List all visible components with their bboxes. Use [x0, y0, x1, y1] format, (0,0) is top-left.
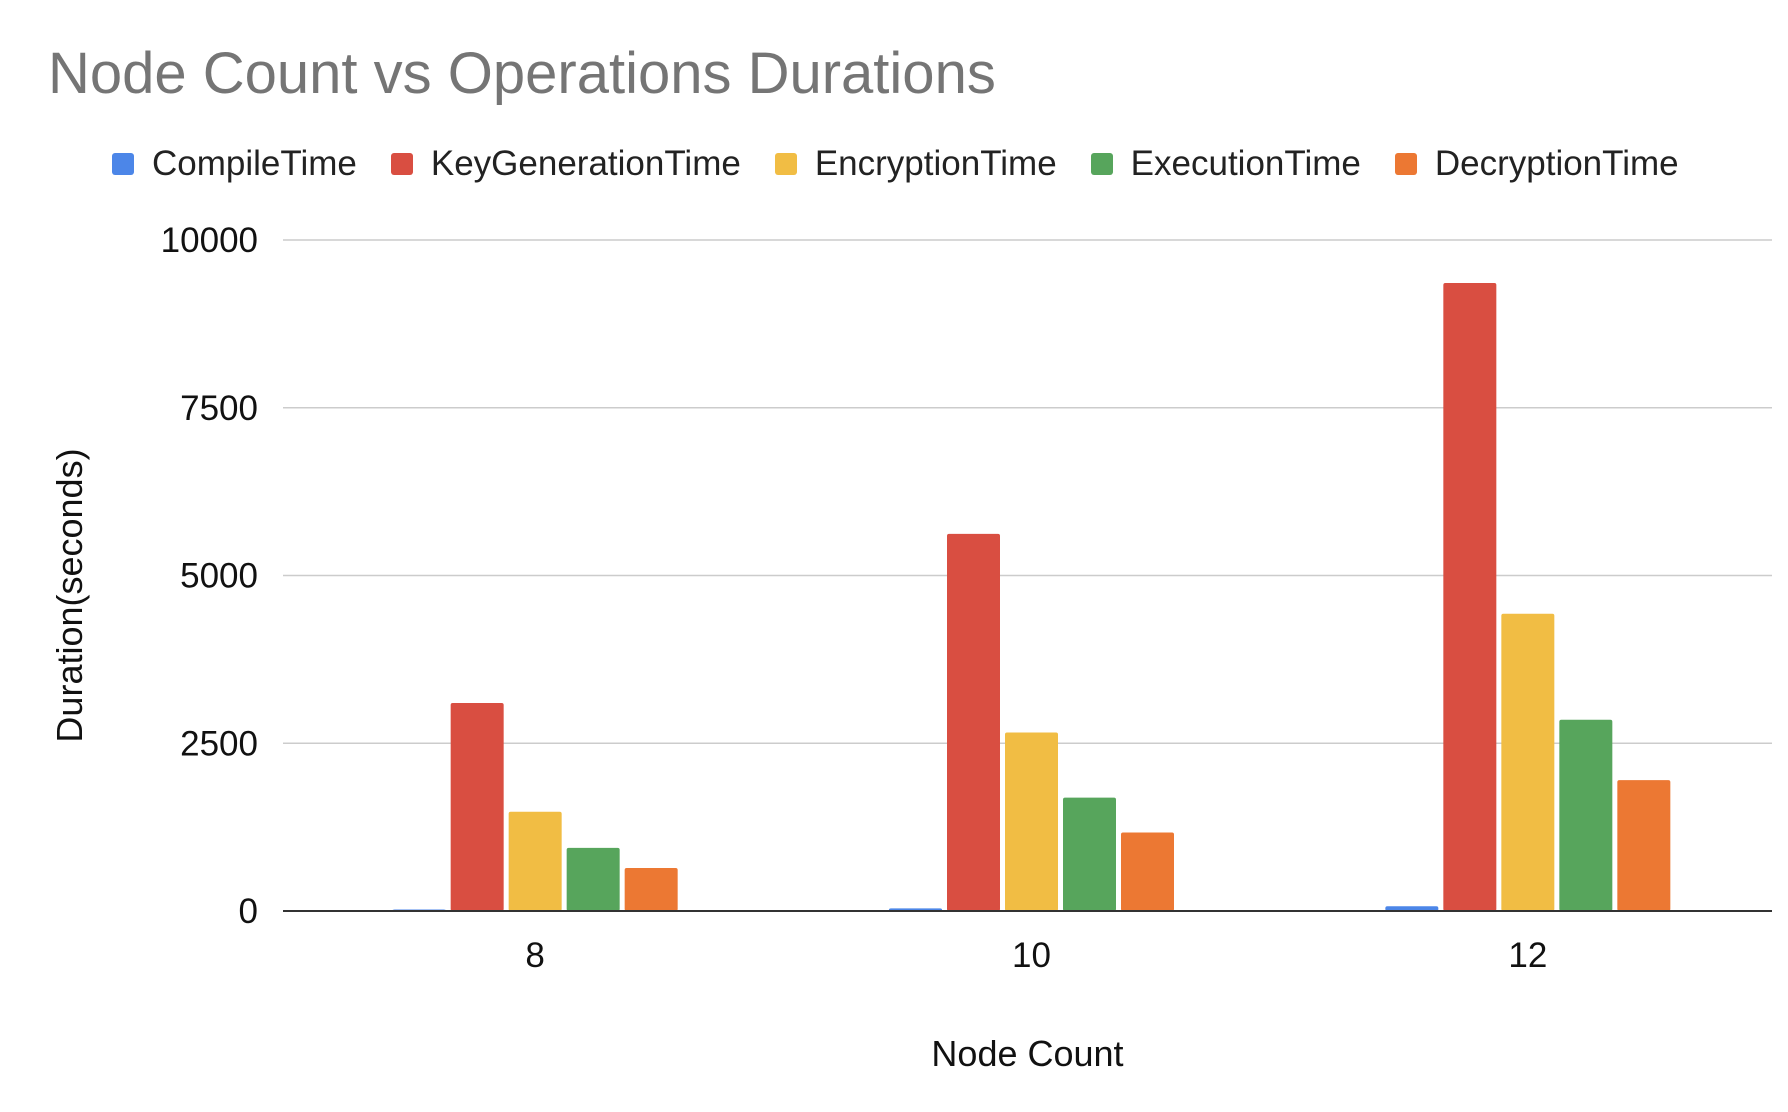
legend-swatch-encryption-time	[774, 153, 797, 175]
bar-execution-time-8[interactable]	[566, 847, 620, 911]
bar-execution-time-12[interactable]	[1559, 719, 1613, 911]
y-tick-label: 5000	[180, 557, 258, 596]
legend-swatch-compile-time	[112, 153, 134, 175]
bar-encryption-time-12[interactable]	[1501, 613, 1555, 911]
bar-encryption-time-10[interactable]	[1005, 732, 1058, 911]
bar-decryption-time-10[interactable]	[1121, 832, 1174, 911]
bar-decryption-time-12[interactable]	[1617, 780, 1671, 911]
legend-item-compile-time[interactable]: CompileTime	[112, 144, 357, 184]
x-axis-title: Node Count	[931, 1033, 1123, 1074]
bar-encryption-time-8[interactable]	[508, 811, 562, 911]
y-tick-label: 7500	[180, 389, 258, 428]
y-axis-ticks: 0 2500 5000 7500 10000	[161, 221, 258, 931]
legend-item-execution-time[interactable]: ExecutionTime	[1090, 144, 1361, 184]
legend-item-encryption-time[interactable]: EncryptionTime	[774, 144, 1057, 184]
legend: CompileTime KeyGenerationTime Encryption…	[112, 144, 1713, 184]
bar-key-generation-time-8[interactable]	[450, 702, 504, 911]
y-tick-label: 2500	[180, 724, 258, 763]
bar-compile-time-12[interactable]	[1385, 906, 1439, 911]
x-axis-ticks: 8 10 12	[525, 936, 1547, 975]
legend-item-key-generation-time[interactable]: KeyGenerationTime	[390, 144, 741, 184]
legend-label-execution-time: ExecutionTime	[1130, 144, 1361, 183]
x-tick-label: 12	[1508, 936, 1547, 975]
bar-key-generation-time-12[interactable]	[1443, 282, 1497, 912]
legend-swatch-execution-time	[1090, 153, 1113, 175]
y-axis-title: Duration(seconds)	[49, 448, 90, 742]
bar-decryption-time-8[interactable]	[624, 868, 678, 911]
legend-label-key-generation-time: KeyGenerationTime	[430, 144, 741, 183]
x-tick-label: 8	[525, 936, 544, 975]
legend-label-decryption-time: DecryptionTime	[1434, 144, 1679, 183]
legend-swatch-decryption-time	[1394, 153, 1417, 175]
bar-execution-time-10[interactable]	[1063, 797, 1116, 911]
bar-key-generation-time-10[interactable]	[947, 533, 1000, 911]
y-tick-label: 10000	[161, 221, 258, 260]
legend-label-encryption-time: EncryptionTime	[814, 144, 1057, 183]
legend-item-decryption-time[interactable]: DecryptionTime	[1394, 144, 1679, 184]
y-tick-label: 0	[239, 892, 258, 931]
chart-title: Node Count vs Operations Durations	[48, 41, 996, 106]
x-tick-label: 10	[1012, 936, 1051, 975]
legend-swatch-key-generation-time	[390, 153, 413, 175]
bars	[392, 282, 1671, 912]
legend-label-compile-time: CompileTime	[152, 144, 357, 183]
